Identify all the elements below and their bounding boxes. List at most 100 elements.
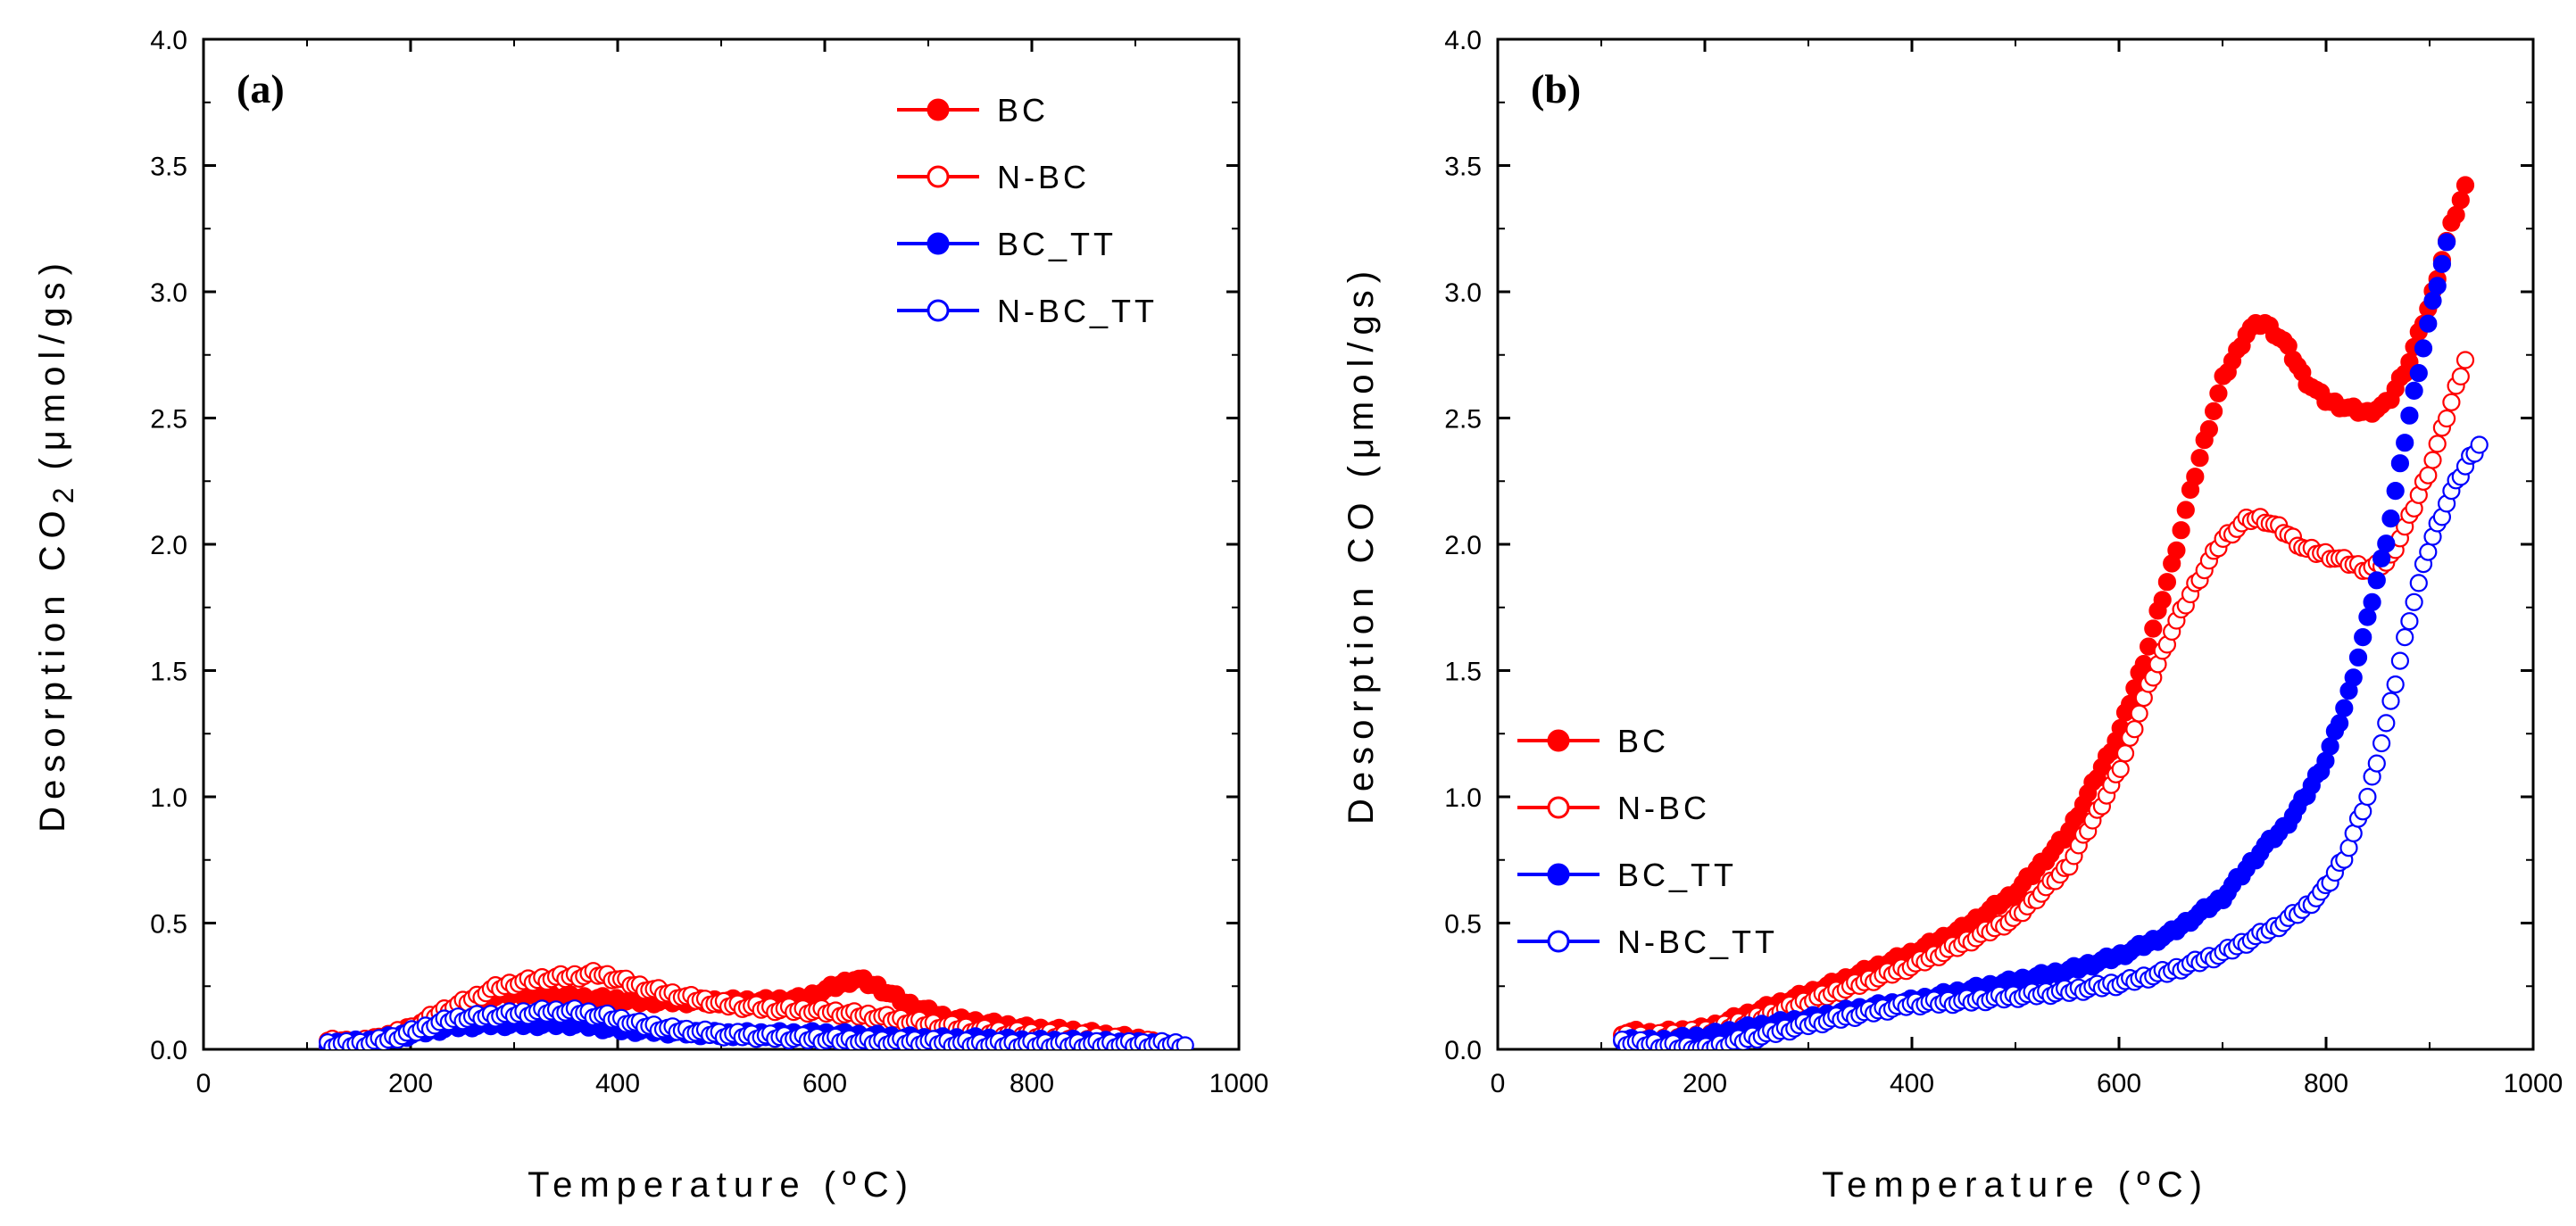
panel-b-data-point xyxy=(2358,608,2377,626)
panel-a-legend-marker xyxy=(927,232,950,255)
panel-b-data-point xyxy=(2405,592,2423,611)
panel-b-y-tick-label: 2.0 xyxy=(1444,531,1482,560)
panel-b-data-point xyxy=(2331,714,2349,733)
panel-a-data-area xyxy=(319,962,1194,1049)
panel-b-data-point xyxy=(2367,571,2386,590)
panel-b-data-point xyxy=(2354,627,2372,647)
panel-a-panel-label: (a) xyxy=(237,66,285,112)
panel-b-series-bc xyxy=(1613,176,2475,1047)
panel-b-data-point xyxy=(2186,468,2205,486)
panel-b-data-point xyxy=(2451,367,2470,385)
panel-b-data-point xyxy=(2167,541,2186,559)
panel-a-y-axis-title-units: (μmol/gs) xyxy=(33,256,72,470)
panel-b-data-point xyxy=(2358,787,2377,807)
panel-b-x-axis-title: Temperature (ºC) xyxy=(1822,1165,2209,1205)
panel-b-data-area xyxy=(1613,176,2489,1049)
panel-b-data-point xyxy=(2414,339,2433,358)
panel-b-x-tick-label: 0 xyxy=(1491,1069,1506,1098)
panel-a-series-n-bc-tt xyxy=(319,999,1194,1049)
panel-a-legend-label: BC_TT xyxy=(997,226,1117,262)
panel-b-data-point xyxy=(2396,627,2414,647)
panel-a-legend-marker xyxy=(927,165,950,188)
panel-b-data-point xyxy=(2396,434,2414,452)
panel-b-data-point xyxy=(2377,714,2396,733)
panel-b-data-point xyxy=(2381,692,2400,710)
panel-b-data-point xyxy=(2190,449,2209,468)
panel-a-y-tick-label: 1.5 xyxy=(150,658,187,687)
panel-b-legend-label: N-BC xyxy=(1617,790,1710,826)
panel-b-data-point xyxy=(2390,651,2409,670)
panel-b-data-point xyxy=(2419,466,2438,485)
panel-b-data-point xyxy=(2438,409,2456,428)
panel-b-data-point xyxy=(2405,381,2423,400)
panel-b-series-n-bc-tt xyxy=(1613,435,2489,1049)
panel-b-data-point xyxy=(2438,233,2456,252)
panel-b-legend-marker xyxy=(1547,863,1570,886)
panel-a-legend: BC N-BC BC_TT N-BC_TT xyxy=(897,92,1158,329)
panel-b-data-point xyxy=(2111,759,2130,779)
panel-b-data-point xyxy=(2205,402,2223,420)
panel-b-data-point xyxy=(2367,754,2386,773)
panel-a-y-tick-label: 3.5 xyxy=(150,153,187,182)
panel-a-y-axis-title: Desorption CO2 (μmol/gs) xyxy=(33,256,79,833)
panel-b-data-point xyxy=(2428,277,2447,295)
panel-a-y-tick-label: 1.0 xyxy=(150,783,187,813)
panel-b-data-point xyxy=(2130,704,2148,723)
panel-b-data-point xyxy=(2344,668,2363,687)
panel-b-data-point xyxy=(2423,291,2442,311)
panel-b-x-tick-label: 400 xyxy=(1890,1069,1934,1098)
panel-b-data-point xyxy=(2321,737,2339,756)
panel-b-legend-marker xyxy=(1547,796,1570,819)
panel-a-y-tick-label: 3.0 xyxy=(150,278,187,308)
panel-a-legend-marker xyxy=(927,299,950,322)
panel-b-y-tick-label: 4.0 xyxy=(1444,26,1482,55)
panel-b-x-tick-label: 1000 xyxy=(2504,1069,2564,1098)
panel-b-y-axis-title-main: Desorption CO xyxy=(1342,495,1381,824)
panel-b-x-tick-label: 800 xyxy=(2304,1069,2348,1098)
panel-a-y-tick-label: 0.5 xyxy=(150,910,187,940)
panel-a-legend-label: BC xyxy=(997,92,1049,128)
panel-b-data-point xyxy=(2419,543,2438,561)
panel-b-panel-label: (b) xyxy=(1531,66,1581,112)
panel-b-data-point xyxy=(2348,648,2368,667)
panel-b-data-point xyxy=(2157,573,2176,592)
panel-b-data-point xyxy=(2377,534,2396,553)
panel-a-legend-label: N-BC_TT xyxy=(997,293,1158,329)
panel-a-data-point xyxy=(1176,1036,1194,1049)
panel-b-data-point xyxy=(2199,419,2218,439)
panel-b-x-tick-label: 200 xyxy=(1683,1069,1727,1098)
panel-b-data-point xyxy=(2386,481,2405,501)
panel-a-x-tick-label: 1000 xyxy=(1209,1069,1269,1098)
panel-b-data-point xyxy=(2172,521,2190,540)
panel-b: 0 200 400 600 800 1000 0.0 0.5 1.0 1.5 2.0 2.5 3.0 3.… xyxy=(1342,26,2563,1205)
panel-a-legend-marker xyxy=(927,98,950,121)
panel-b-data-point xyxy=(2428,435,2447,453)
panel-a: 0 200 400 600 800 1000 0.0 0.5 1.0 1.5 2.0 2.5 3.0 3.… xyxy=(33,26,1268,1205)
panel-b-data-point xyxy=(2451,191,2470,210)
panel-a-x-tick-label: 200 xyxy=(388,1069,433,1098)
panel-b-y-tick-label: 0.5 xyxy=(1444,910,1482,940)
panel-a-legend-label: N-BC xyxy=(997,159,1090,195)
panel-a-x-axis-title: Temperature (ºC) xyxy=(528,1165,915,1205)
panel-b-data-point xyxy=(2400,612,2419,631)
panel-b-data-point xyxy=(2372,549,2391,567)
panel-b-data-point xyxy=(2176,501,2195,519)
panel-b-data-point xyxy=(2409,574,2428,592)
panel-b-data-point xyxy=(2335,699,2354,717)
panel-b-data-point xyxy=(2372,733,2391,753)
panel-a-x-tick-label: 400 xyxy=(595,1069,640,1098)
panel-b-y-tick-label: 1.0 xyxy=(1444,783,1482,813)
panel-b-data-point xyxy=(2456,351,2475,369)
panel-a-x-tick-label: 800 xyxy=(1010,1069,1054,1098)
panel-b-y-tick-label: 2.5 xyxy=(1444,405,1482,435)
panel-b-data-point xyxy=(2470,435,2489,454)
panel-b-y-tick-label: 1.5 xyxy=(1444,658,1482,687)
panel-a-y-tick-label: 4.0 xyxy=(150,26,187,55)
panel-a-x-tick-label: 0 xyxy=(196,1069,212,1098)
panel-a-y-tick-label: 2.0 xyxy=(150,531,187,560)
panel-b-legend-label: N-BC_TT xyxy=(1617,924,1778,960)
panel-b-data-point xyxy=(2153,591,2172,609)
panel-b-y-tick-label: 0.0 xyxy=(1444,1036,1482,1065)
panel-b-data-point xyxy=(2363,592,2381,612)
